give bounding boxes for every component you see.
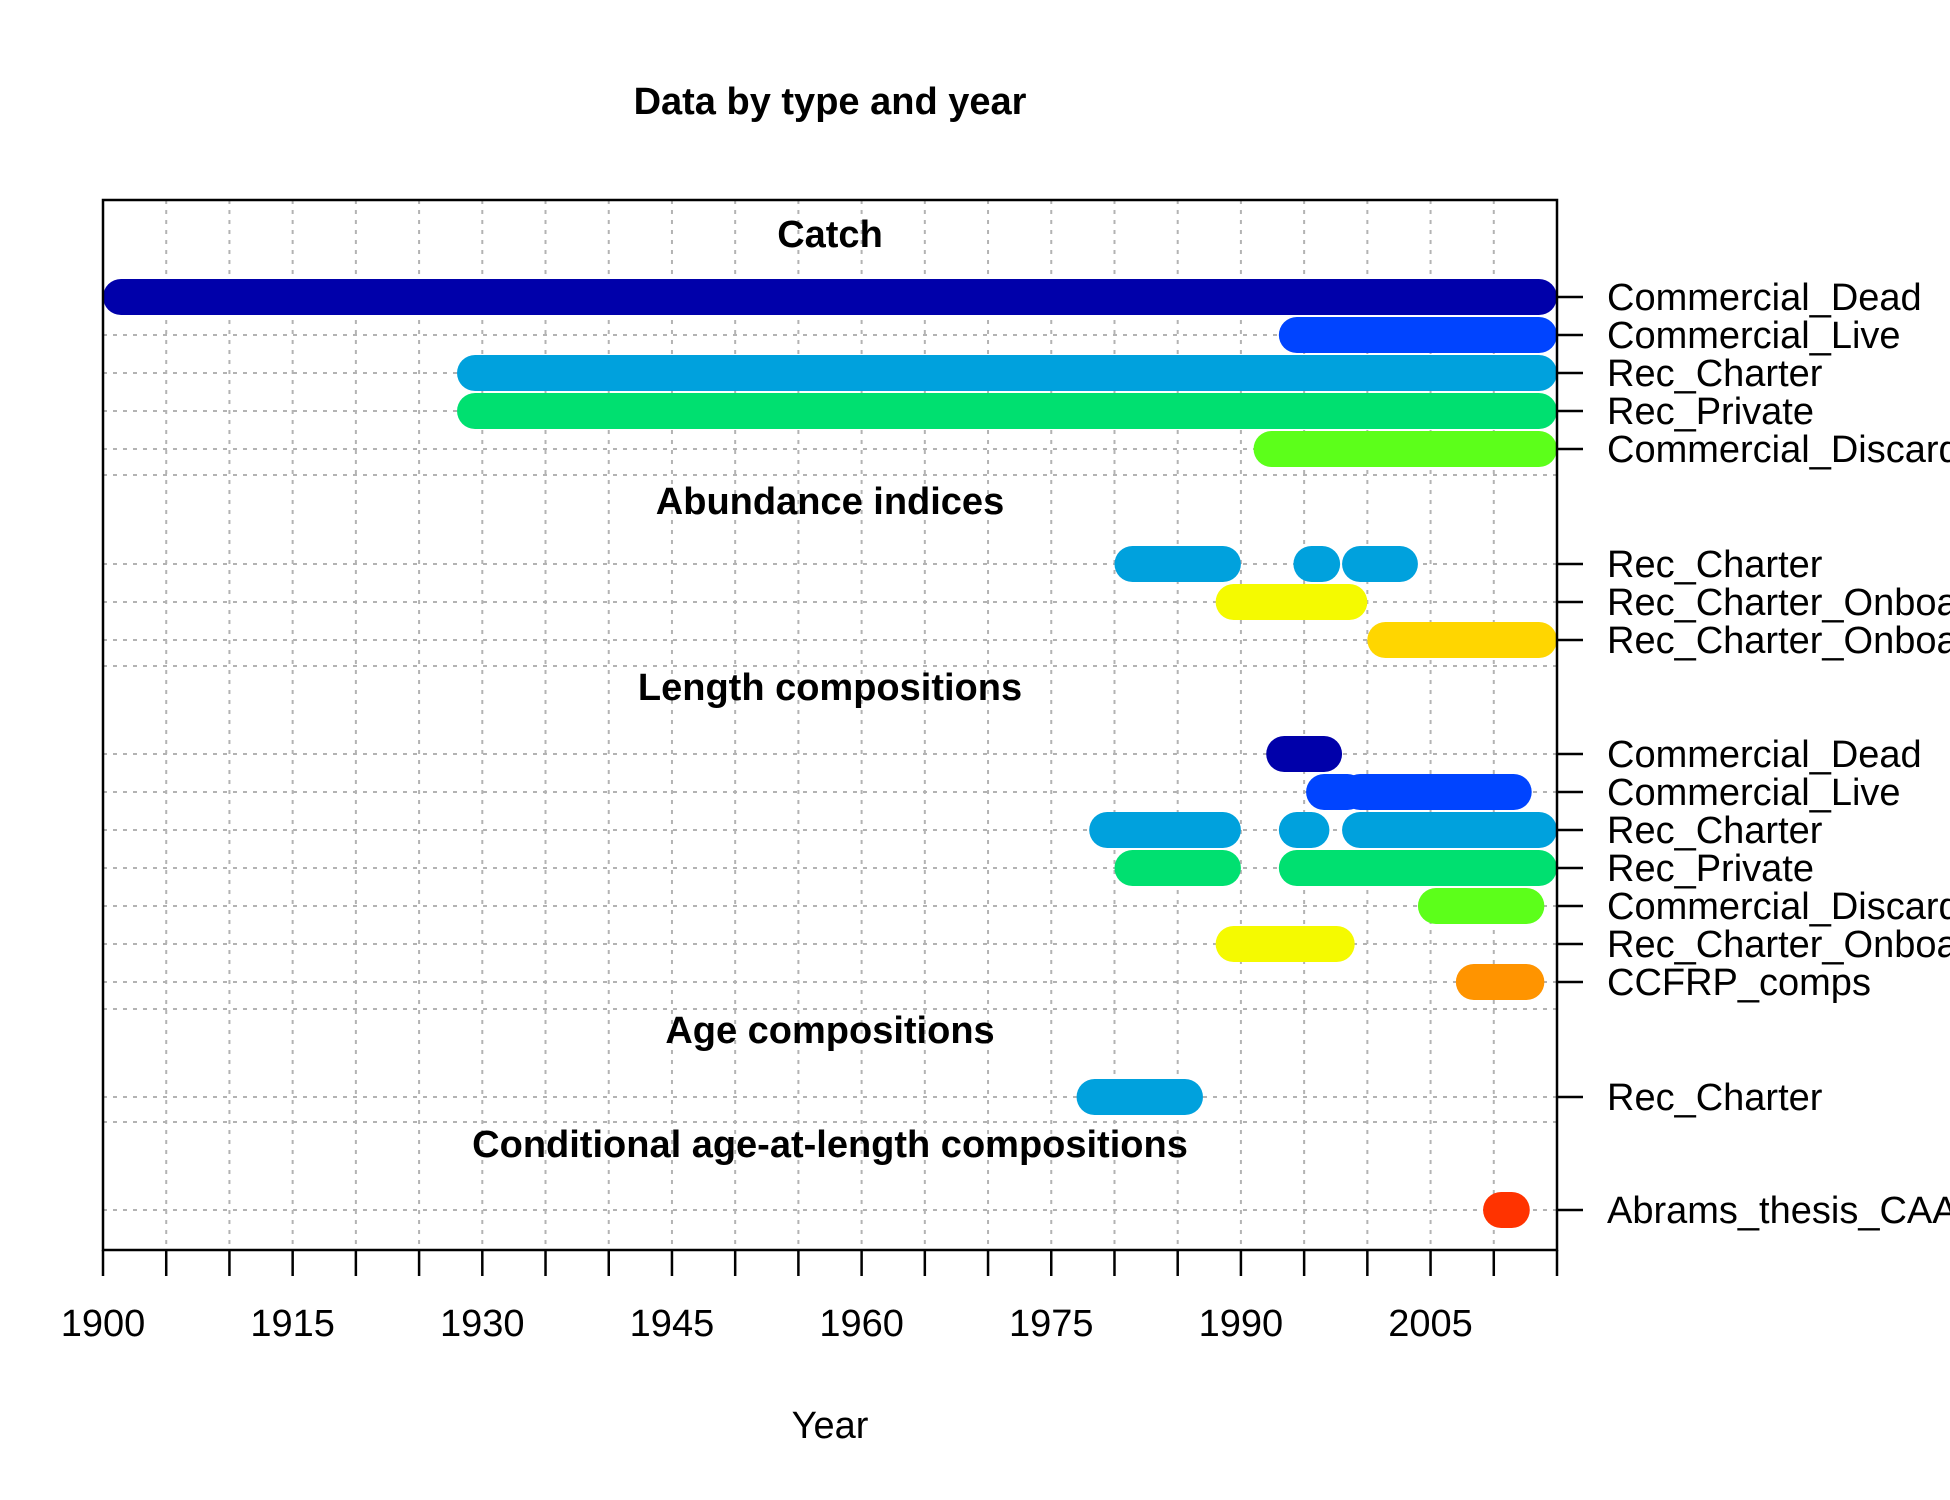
x-tick-label: 1945 (630, 1303, 715, 1345)
series-label: Rec_Charter_Onboard (1607, 582, 1950, 624)
section-title: Catch (777, 214, 883, 256)
data-bar-segment (1342, 774, 1532, 810)
data-bar-segment (103, 279, 1557, 315)
section-title: Conditional age-at-length compositions (472, 1124, 1188, 1166)
series-label: Rec_Charter (1607, 544, 1823, 586)
series-label: Commercial_Dead (1607, 277, 1922, 319)
series-label: Commercial_Live (1607, 772, 1901, 814)
bars-layer (103, 279, 1558, 1228)
data-bar-segment (1367, 622, 1557, 658)
section-title: Length compositions (638, 667, 1022, 709)
data-bar-segment (1455, 964, 1545, 1000)
series-label: CCFRP_comps (1607, 962, 1871, 1004)
data-bar-segment (1417, 888, 1545, 924)
data-bar-segment (1278, 317, 1557, 353)
data-bar-segment (1278, 812, 1330, 848)
series-label: Rec_Private (1607, 391, 1814, 433)
series-label: Commercial_Discard (1607, 886, 1950, 928)
data-bar-segment (1215, 584, 1368, 620)
section-titles: Catch Abundance indices Length composition… (472, 214, 1188, 1166)
data-bar-segment (1483, 1192, 1530, 1228)
data-bar-segment (1342, 546, 1418, 582)
data-bar-segment (1278, 850, 1557, 886)
x-axis: 1900 1915 1930 1945 1960 1975 1990 2005 (61, 1250, 1559, 1345)
series-label: Commercial_Discard (1607, 429, 1950, 471)
series-label: Rec_Private (1607, 848, 1814, 890)
series-label: Commercial_Dead (1607, 734, 1922, 776)
x-tick-label: 1990 (1199, 1303, 1284, 1345)
plot-frame (101, 198, 1559, 1252)
chart-title: Data by type and year (634, 81, 1027, 123)
data-bar-segment (1114, 850, 1241, 886)
y-axis-right: Commercial_DeadCommercial_LiveRec_Charte… (1557, 277, 1950, 1232)
x-tick-label: 1900 (61, 1303, 146, 1345)
data-bar-segment (1215, 926, 1355, 962)
series-label: Rec_Charter (1607, 810, 1823, 852)
section-title: Age compositions (665, 1010, 994, 1052)
x-tick-label: 1960 (819, 1303, 904, 1345)
data-bar-segment (457, 393, 1558, 429)
data-bar-segment (1342, 812, 1557, 848)
data-bar-segment (1266, 736, 1343, 772)
x-tick-label: 1915 (250, 1303, 335, 1345)
data-bar-segment (1076, 1079, 1203, 1115)
x-axis-title: Year (792, 1405, 869, 1447)
data-bar-segment (1089, 812, 1241, 848)
series-label: Commercial_Live (1607, 315, 1901, 357)
data-bar-segment (1293, 546, 1341, 582)
series-label: Rec_Charter (1607, 1077, 1823, 1119)
data-bar-segment (1114, 546, 1241, 582)
x-tick-label: 1975 (1009, 1303, 1094, 1345)
series-label: Abrams_thesis_CAAL (1607, 1190, 1950, 1232)
x-tick-label: 1930 (440, 1303, 525, 1345)
series-label: Rec_Charter_Onboard (1607, 620, 1950, 662)
data-bar-segment (1253, 431, 1557, 467)
series-label: Rec_Charter_Onboard (1607, 924, 1950, 966)
section-title: Abundance indices (656, 481, 1004, 523)
data-bar-segment (457, 355, 1558, 391)
x-tick-label: 2005 (1388, 1303, 1473, 1345)
series-label: Rec_Charter (1607, 353, 1823, 395)
